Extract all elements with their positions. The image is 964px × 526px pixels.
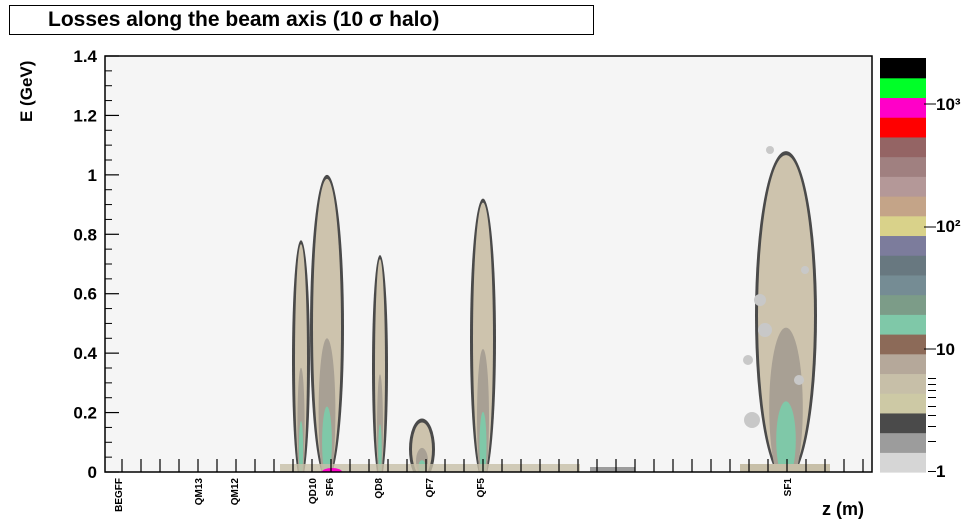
element-label-qf7: QF7 [425,478,436,498]
loss-region-qd10 [292,240,310,472]
element-label-qd10: QD10 [308,478,319,505]
color-scale-swatch [880,353,926,375]
loss-contour-peak [776,401,796,472]
color-scale-swatch [880,412,926,434]
y-tick-label: 0.4 [73,344,97,363]
chart-title: Losses along the beam axis (10 σ halo) [9,5,594,35]
color-scale-swatch [880,58,926,79]
halo-speck [801,266,809,274]
color-scale-label: 10 [936,340,955,359]
halo-speck [758,323,772,337]
color-scale-swatch [880,373,926,394]
color-scale-swatch [880,294,926,315]
loss-region-qd8 [372,255,388,472]
x-axis-title: z (m) [822,499,864,519]
x-axis: BEGFF QM13 QM12 QD10 SF6 QD8 QF7 QF5 SF1 [114,459,864,512]
element-label-sf1: SF1 [783,478,794,497]
loss-contour-peak [378,424,382,472]
y-tick-label: 1.2 [73,106,97,125]
loss-region-qf5 [470,198,496,472]
color-scale-swatch [880,215,926,237]
color-scale-bar: 1 10 10² 10³ [880,58,961,481]
color-scale-label: 10³ [936,95,961,114]
color-scale-swatch [880,393,926,414]
color-scale-swatch [880,452,926,473]
color-scale-swatch [880,196,926,217]
halo-speck [794,375,804,385]
color-scale-swatch [880,334,926,355]
halo-speck [744,412,760,428]
halo-speck [766,146,774,154]
y-tick-label: 1 [88,166,97,185]
color-scale-swatch [880,274,926,296]
element-label-begff: BEGFF [114,478,125,512]
element-label-qd8: QD8 [374,478,385,499]
color-scale-swatch [880,432,926,453]
y-axis: 0 0.2 0.4 0.6 0.8 1 1.2 1.4 [73,47,119,482]
loss-contour-peak [479,411,487,472]
halo-speck [743,355,753,365]
color-scale-swatch [880,255,926,276]
heatmap-layer [280,146,830,472]
color-scale-label: 10² [936,217,961,236]
y-tick-label: 0 [88,463,97,482]
color-scale-swatch [880,117,926,138]
color-scale-swatch [880,314,926,335]
color-scale-swatch [880,235,926,256]
loss-region-sf6 [310,174,344,472]
y-tick-label: 0.2 [73,404,97,423]
y-tick-label: 0.8 [73,225,97,244]
loss-region-sf1 [755,151,817,472]
low-energy-band [740,464,830,472]
loss-contour-peak [298,421,304,472]
element-label-qm12: QM12 [230,478,241,506]
color-scale-swatch [880,136,926,158]
element-label-sf6: SF6 [325,478,336,497]
y-tick-label: 1.4 [73,47,97,66]
y-axis-title: E (GeV) [17,61,36,122]
color-scale-swatch [880,156,926,177]
halo-speck [754,294,766,306]
element-label-qm13: QM13 [194,478,205,506]
color-scale-label: 1 [936,462,945,481]
color-scale-swatch [880,77,926,99]
y-tick-label: 0.6 [73,285,97,304]
color-scale-swatch [880,97,926,118]
low-energy-band [590,467,635,472]
high-loss-spot [322,468,342,472]
loss-contour-peak [322,406,332,472]
low-energy-band [280,464,580,472]
element-label-qf5: QF5 [476,478,487,498]
color-scale-swatch [880,176,926,197]
